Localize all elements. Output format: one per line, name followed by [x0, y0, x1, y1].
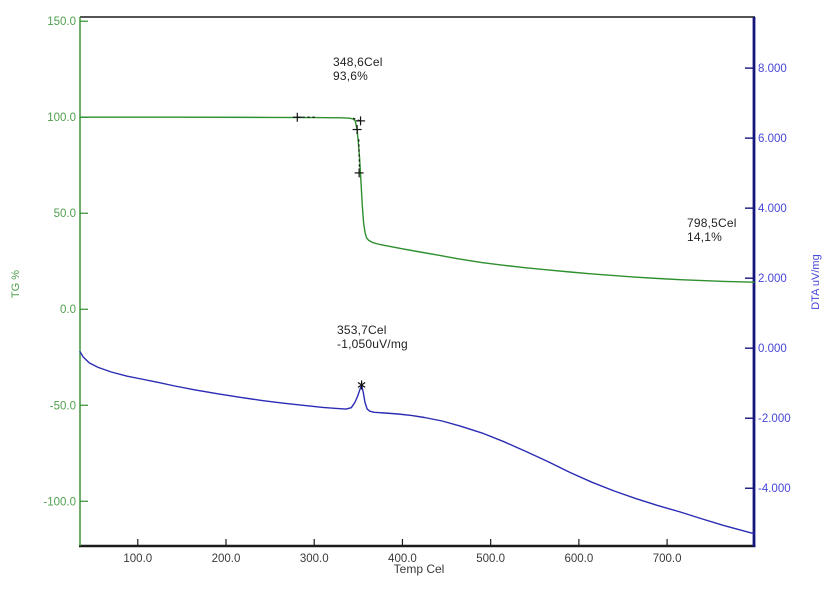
dta-tick-label: 4.000 — [758, 203, 787, 215]
analysis-guides — [297, 116, 361, 170]
tg-tick-label: 50.0 — [54, 208, 76, 220]
plot-frame — [79, 16, 756, 548]
annotation-dta-peak: 353,7Cel -1,050uV/mg — [337, 323, 408, 351]
dta-axis-title: DTA uV/mg — [810, 254, 822, 310]
x-axis-ticks: 100.0 200.0 300.0 400.0 500.0 600.0 700.0 — [123, 539, 681, 565]
tg-tick-label: 0.0 — [60, 304, 76, 316]
x-tick-label: 600.0 — [564, 553, 593, 565]
tg-tick-label: -50.0 — [50, 400, 76, 412]
tg-curve — [79, 116, 755, 283]
annotation-line: 14,1% — [687, 230, 723, 244]
analysis-markers — [292, 112, 366, 390]
dta-tick-label: 8.000 — [758, 63, 787, 75]
annotation-line: 353,7Cel — [337, 323, 387, 337]
x-tick-label: 400.0 — [388, 553, 417, 565]
dta-tick-label: -2.000 — [758, 413, 791, 425]
x-axis-title: Temp Cel — [393, 562, 445, 576]
annotation-tg-step-onset: 348,6Cel 93,6% — [333, 55, 383, 83]
dta-curve — [79, 351, 755, 535]
dta-tick-label: 6.000 — [758, 133, 787, 145]
annotation-line: 93,6% — [333, 69, 369, 83]
x-tick-label: 300.0 — [300, 553, 329, 565]
dta-axis-ticks: 8.000 6.000 4.000 2.000 0.000 -2.000 -4.000 — [745, 63, 791, 495]
annotation-line: -1,050uV/mg — [337, 337, 408, 351]
annotation-tg-residue: 798,5Cel 14,1% — [687, 216, 737, 244]
dta-tick-label: -4.000 — [758, 483, 791, 495]
tg-axis-ticks: 150.0 100.0 50.0 0.0 -50.0 -100.0 — [43, 16, 88, 508]
annotation-line: 798,5Cel — [687, 216, 737, 230]
x-tick-label: 200.0 — [212, 553, 241, 565]
tg-tick-label: 150.0 — [47, 16, 76, 28]
star-marker — [357, 382, 366, 388]
curves — [79, 116, 755, 535]
tg-axis-title: TG % — [10, 269, 22, 299]
x-tick-label: 100.0 — [123, 553, 152, 565]
tg-tick-label: 100.0 — [47, 112, 76, 124]
dta-tick-label: 0.000 — [758, 343, 787, 355]
dta-tick-label: 2.000 — [758, 273, 787, 285]
tg-tick-label: -100.0 — [43, 496, 76, 508]
x-tick-label: 500.0 — [476, 553, 505, 565]
x-tick-label: 700.0 — [653, 553, 682, 565]
annotation-line: 348,6Cel — [333, 55, 383, 69]
